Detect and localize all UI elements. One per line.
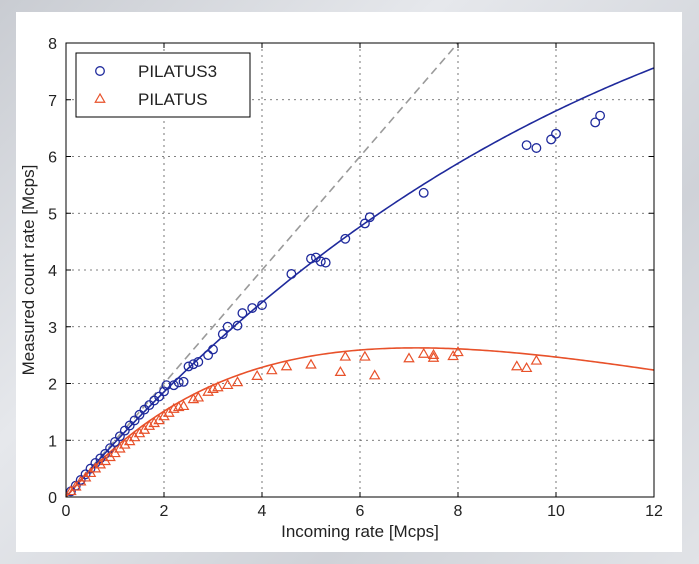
y-tick-label: 0	[48, 490, 57, 507]
data-point-pilatus	[233, 377, 243, 385]
data-point-pilatus	[370, 371, 380, 379]
x-tick-label: 0	[62, 503, 71, 520]
fit-curve-pilatus3	[66, 68, 654, 497]
data-point-pilatus	[252, 371, 262, 379]
data-point-pilatus3	[184, 362, 193, 371]
x-axis-label: Incoming rate [Mcps]	[281, 522, 439, 541]
x-tick-label: 8	[454, 503, 463, 520]
y-tick-label: 3	[48, 320, 57, 337]
data-point-pilatus3	[204, 351, 213, 360]
data-point-pilatus	[419, 349, 429, 357]
y-tick-label: 4	[48, 263, 57, 280]
x-tick-label: 12	[645, 503, 663, 520]
data-point-pilatus3	[547, 135, 556, 144]
data-point-pilatus	[306, 360, 316, 368]
data-point-pilatus	[282, 361, 292, 369]
data-points	[66, 111, 604, 495]
data-point-pilatus3	[238, 309, 247, 318]
data-point-pilatus	[429, 350, 439, 358]
data-point-pilatus3	[223, 322, 232, 331]
chart-figure: 0 2 4 6 8 10 12 0 1 2 3 4 5 6 7 8 Incoming rate [Mcps] …	[16, 12, 682, 552]
y-axis-label: Measured count rate [Mcps]	[19, 165, 38, 376]
legend-label-pilatus: PILATUS	[138, 90, 208, 109]
data-point-pilatus	[522, 363, 532, 371]
data-point-pilatus3	[596, 111, 605, 120]
y-tick-label: 2	[48, 377, 57, 394]
data-point-pilatus	[223, 380, 233, 388]
data-point-pilatus3	[532, 144, 541, 153]
fit-curves	[66, 68, 654, 497]
x-tick-label: 4	[258, 503, 267, 520]
data-point-pilatus	[341, 352, 351, 360]
data-point-pilatus3	[419, 189, 428, 198]
data-point-pilatus	[267, 365, 277, 373]
legend: PILATUS3 PILATUS	[76, 53, 250, 117]
data-point-pilatus3	[321, 258, 330, 267]
data-point-pilatus3	[209, 345, 218, 354]
data-point-pilatus3	[522, 141, 531, 150]
x-tick-label: 6	[356, 503, 365, 520]
y-tick-label: 6	[48, 150, 57, 167]
y-tick-label: 5	[48, 206, 57, 223]
data-point-pilatus	[512, 361, 522, 369]
x-tick-label: 10	[547, 503, 565, 520]
data-point-pilatus3	[287, 270, 296, 279]
data-point-pilatus	[336, 367, 346, 375]
y-tick-label: 1	[48, 433, 57, 450]
data-point-pilatus	[404, 354, 414, 362]
y-tick-label: 7	[48, 93, 57, 110]
data-point-pilatus	[532, 356, 542, 364]
data-point-pilatus3	[121, 426, 130, 435]
y-tick-label: 8	[48, 36, 57, 53]
legend-label-pilatus3: PILATUS3	[138, 62, 217, 81]
data-point-pilatus	[360, 352, 370, 360]
x-tick-label: 2	[160, 503, 169, 520]
